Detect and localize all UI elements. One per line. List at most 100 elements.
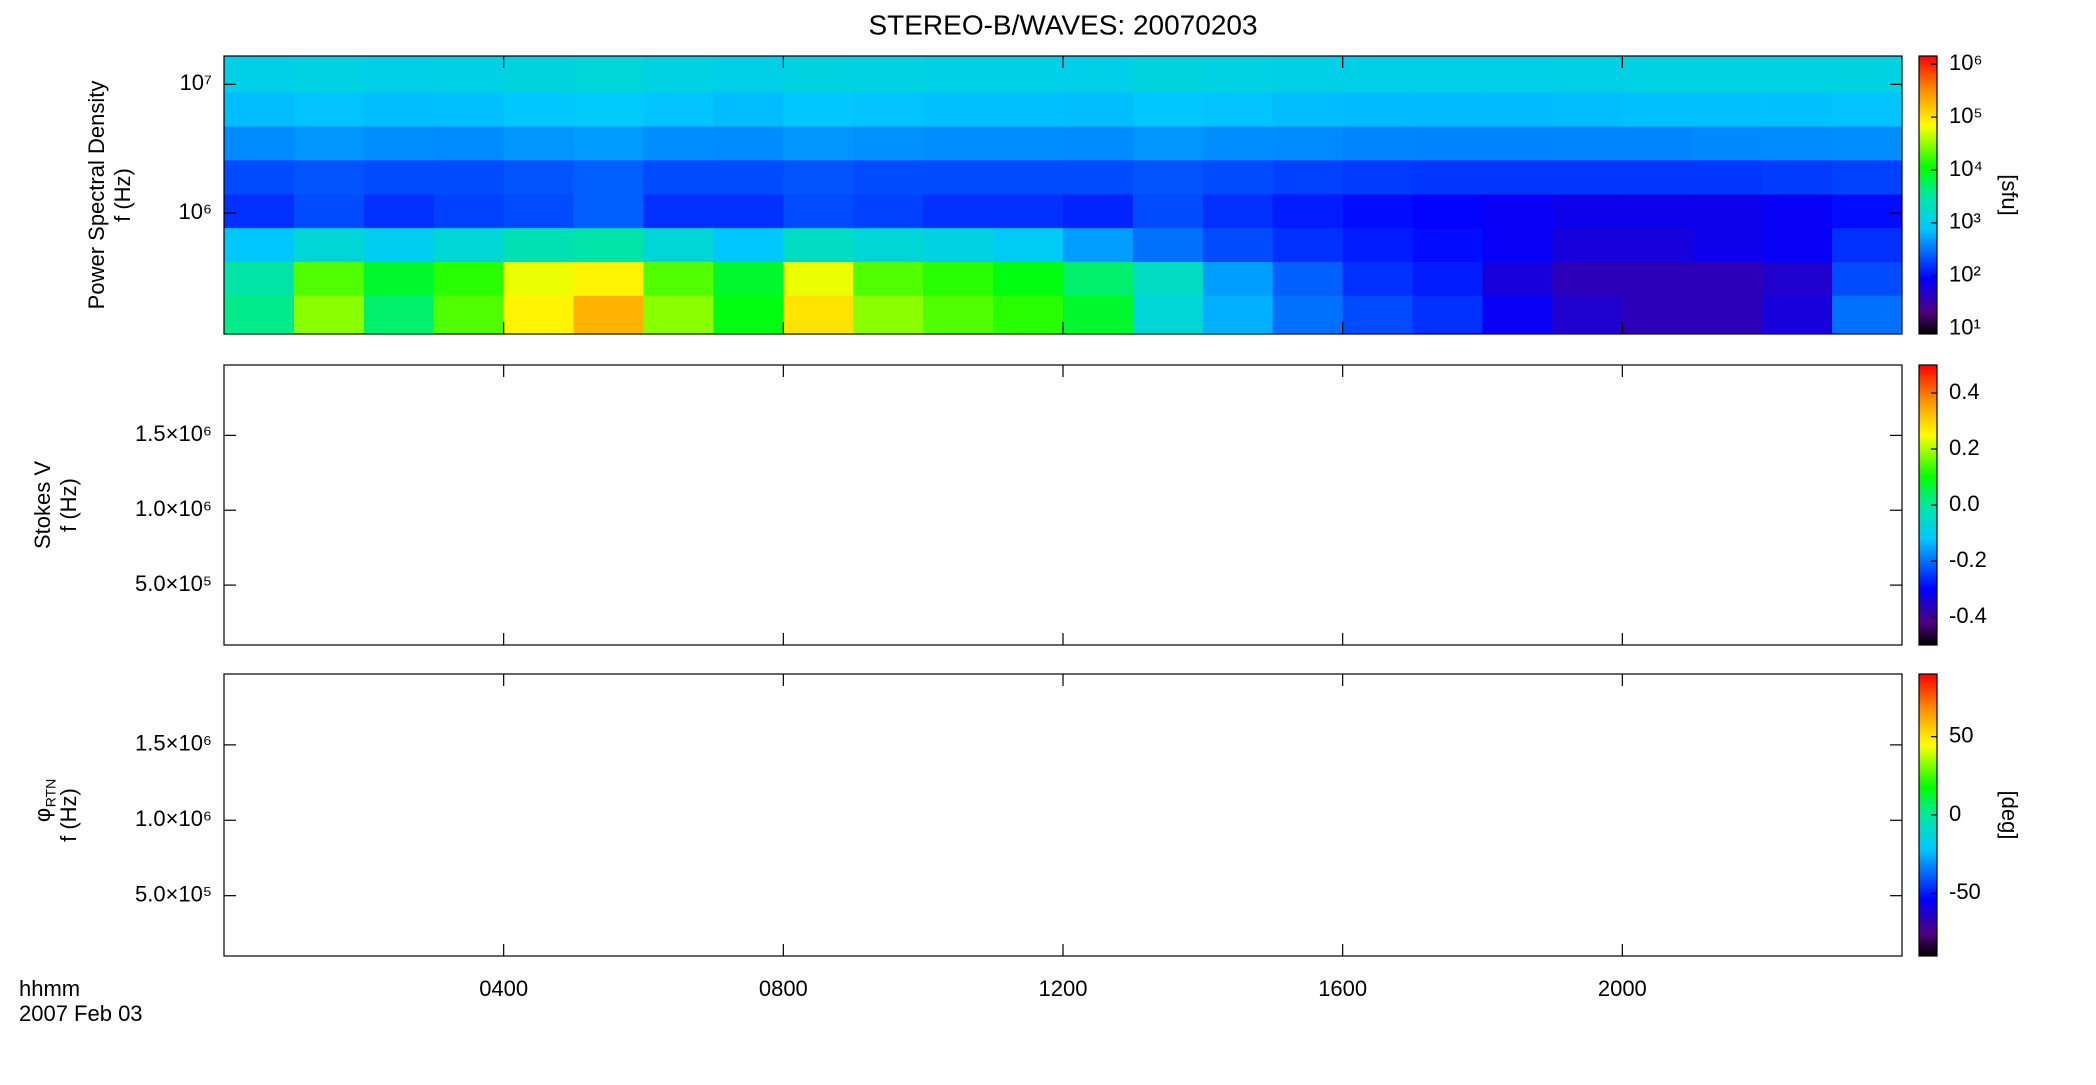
heatmap-cell: [1063, 159, 1134, 195]
heatmap-cell: [1063, 261, 1134, 296]
heatmap-cell: [1552, 261, 1623, 296]
heatmap-cell: [1692, 92, 1763, 127]
y-axis-label: Stokes V: [30, 461, 55, 549]
heatmap-cell: [1342, 125, 1414, 161]
y-axis-label: f (Hz): [110, 168, 135, 222]
heatmap-cell: [1272, 261, 1344, 296]
heatmap-cell: [853, 295, 924, 335]
heatmap-cell: [1762, 92, 1833, 127]
heatmap-cell: [363, 56, 435, 93]
x-tick-label: 0400: [479, 976, 528, 1001]
heatmap-cell: [1482, 56, 1553, 93]
heatmap-cell: [713, 193, 784, 229]
heatmap-cell: [1342, 261, 1414, 296]
heatmap-cell: [1622, 56, 1693, 93]
heatmap-cell: [783, 159, 854, 195]
heatmap-cell: [1342, 56, 1414, 93]
heatmap-cell: [853, 193, 924, 229]
heatmap-cell: [1552, 159, 1623, 195]
heatmap-cell: [1342, 159, 1414, 195]
heatmap-cell: [1552, 227, 1623, 263]
x-tick-label: 1200: [1039, 976, 1088, 1001]
heatmap-cell: [713, 295, 784, 335]
heatmap-cell: [643, 159, 714, 195]
heatmap-cell: [1132, 295, 1204, 335]
heatmap-cell: [1063, 193, 1134, 229]
heatmap-cell: [573, 92, 644, 127]
y-tick-label: 5.0×10⁵: [135, 881, 212, 906]
x-axis-date: 2007 Feb 03: [19, 1001, 143, 1026]
heatmap-cell: [713, 261, 784, 296]
heatmap-cell: [1202, 227, 1274, 263]
heatmap-cell: [1272, 125, 1344, 161]
heatmap-cell: [993, 56, 1064, 93]
heatmap-cell: [293, 261, 365, 296]
heatmap-cell: [1762, 56, 1833, 93]
heatmap-cell: [293, 193, 365, 229]
heatmap-cell: [573, 227, 644, 263]
heatmap-cell: [1552, 56, 1623, 93]
heatmap-cell: [1342, 227, 1414, 263]
heatmap-cell: [224, 193, 295, 229]
y-tick-label: 1.5×10⁶: [135, 421, 212, 446]
colorbar-tick-label: 0: [1949, 801, 1961, 826]
heatmap-cell: [433, 92, 505, 127]
x-tick-label: 0800: [759, 976, 808, 1001]
heatmap-cell: [573, 125, 644, 161]
chart-title: STEREO-B/WAVES: 20070203: [868, 9, 1257, 40]
heatmap-cell: [1132, 261, 1204, 296]
heatmap-cell: [1832, 261, 1903, 296]
heatmap-cell: [643, 227, 714, 263]
y-tick-label: 5.0×10⁵: [135, 571, 212, 596]
heatmap-cell: [1063, 125, 1134, 161]
heatmap-cell: [783, 227, 854, 263]
heatmap-cell: [1552, 295, 1623, 335]
heatmap-cell: [1132, 227, 1204, 263]
heatmap-cell: [224, 125, 295, 161]
heatmap-cell: [643, 295, 714, 335]
colorbar-label: [sfu]: [1997, 174, 2022, 216]
heatmap-cell: [503, 193, 575, 229]
heatmap-cell: [1482, 261, 1553, 296]
heatmap-cell: [923, 261, 994, 296]
plot-frame: [223, 364, 1903, 646]
heatmap-cell: [1692, 227, 1763, 263]
heatmap-cell: [363, 261, 435, 296]
heatmap-cell: [1622, 92, 1693, 127]
x-tick-label: 1600: [1318, 976, 1367, 1001]
heatmap-cell: [224, 92, 295, 127]
heatmap-cell: [713, 227, 784, 263]
colorbar-tick-label: 10³: [1949, 209, 1981, 234]
heatmap-cell: [1412, 92, 1483, 127]
heatmap-cell: [293, 92, 365, 127]
heatmap-cell: [503, 159, 575, 195]
heatmap-cell: [224, 261, 295, 296]
heatmap-cell: [1622, 261, 1693, 296]
heatmap-cell: [503, 56, 575, 93]
x-tick-label: 2000: [1598, 976, 1647, 1001]
heatmap-cell: [503, 125, 575, 161]
heatmap-cell: [293, 227, 365, 263]
heatmap-cell: [1342, 92, 1414, 127]
heatmap-cell: [1202, 261, 1274, 296]
heatmap-cell: [1762, 193, 1833, 229]
heatmap-cell: [1202, 92, 1274, 127]
heatmap-cell: [1762, 261, 1833, 296]
heatmap-cell: [1482, 159, 1553, 195]
heatmap-cell: [1692, 56, 1763, 93]
heatmap-cell: [433, 261, 505, 296]
y-axis-label-subscript: RTN: [43, 779, 59, 808]
heatmap-cell: [1832, 227, 1903, 263]
colorbar-tick-label: -0.2: [1949, 547, 1987, 572]
y-axis-label: Power Spectral Density: [84, 81, 109, 310]
heatmap-cell: [1622, 295, 1693, 335]
heatmap-cell: [1692, 261, 1763, 296]
heatmap-cell: [1692, 159, 1763, 195]
heatmap-cell: [1272, 92, 1344, 127]
heatmap-cell: [993, 159, 1064, 195]
heatmap-cell: [923, 125, 994, 161]
heatmap-cell: [1482, 295, 1553, 335]
heatmap-cell: [363, 125, 435, 161]
heatmap-cell: [433, 227, 505, 263]
